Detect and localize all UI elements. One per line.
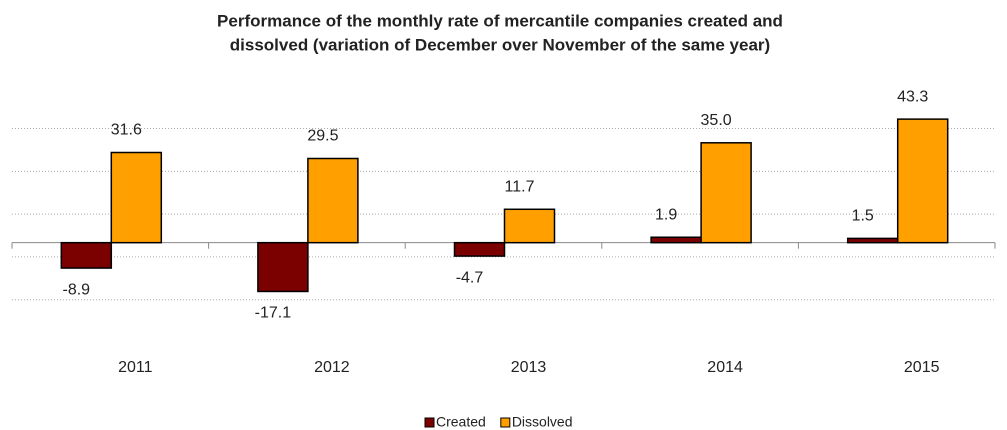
value-label: 43.3 [897, 88, 928, 105]
value-label: -17.1 [255, 305, 292, 322]
legend-label: Created [436, 414, 486, 430]
value-label: 1.9 [655, 206, 677, 223]
x-tick-label: 2013 [511, 359, 547, 376]
legend-label: Dissolved [512, 414, 573, 430]
value-label: 31.6 [111, 122, 142, 139]
bar [896, 118, 949, 244]
bar [846, 237, 899, 244]
x-tick-label: 2012 [314, 359, 350, 376]
legend-swatch [500, 417, 511, 428]
bar [60, 241, 113, 269]
chart-title: Performance of the monthly rate of merca… [217, 11, 783, 30]
legend-swatch [424, 417, 435, 428]
bar [110, 151, 163, 244]
value-label: 11.7 [505, 179, 535, 196]
bar [453, 241, 506, 257]
value-label: 1.5 [852, 208, 874, 225]
value-label: -4.7 [456, 269, 484, 286]
value-label: 35.0 [701, 112, 732, 129]
x-tick-label: 2011 [118, 359, 153, 376]
bar [307, 157, 359, 244]
value-label: 29.5 [307, 128, 338, 145]
bar [257, 241, 309, 293]
x-tick-label: 2015 [904, 359, 940, 376]
bar [700, 142, 752, 244]
bar [503, 208, 556, 244]
bar [650, 236, 702, 244]
x-tick-label: 2014 [707, 359, 743, 376]
value-label: -8.9 [63, 281, 91, 298]
chart-title: dissolved (variation of December over No… [230, 35, 770, 54]
